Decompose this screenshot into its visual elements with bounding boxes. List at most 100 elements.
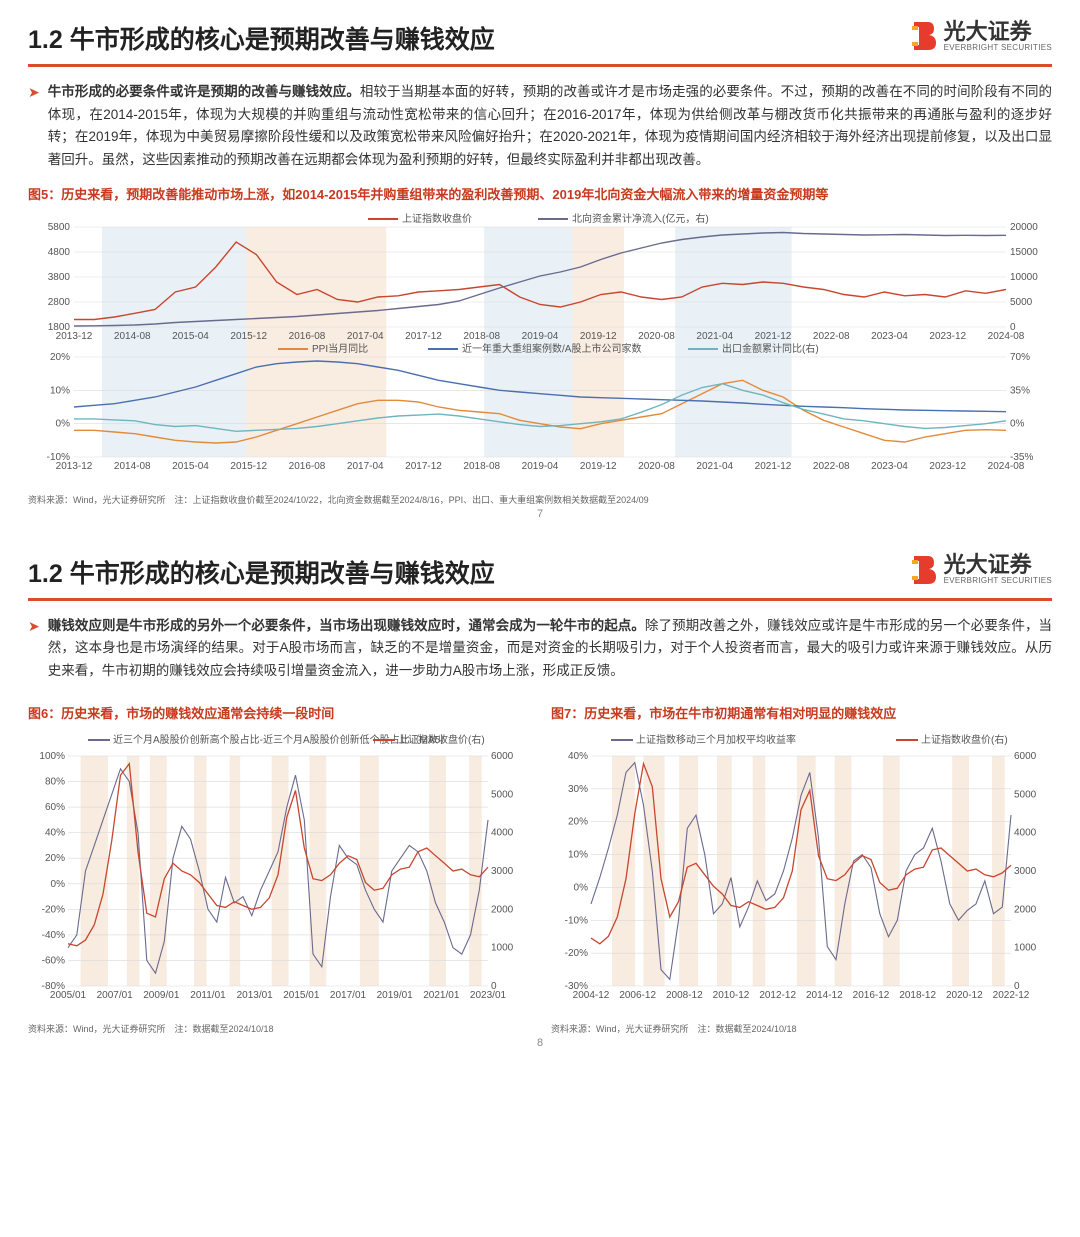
svg-text:2023-12: 2023-12 bbox=[929, 461, 966, 472]
svg-text:35%: 35% bbox=[1010, 385, 1030, 396]
svg-text:1000: 1000 bbox=[1014, 942, 1037, 953]
svg-text:2015-12: 2015-12 bbox=[230, 331, 267, 342]
svg-text:2023/01: 2023/01 bbox=[470, 990, 507, 1001]
bullet-icon: ➤ bbox=[28, 615, 40, 683]
svg-text:40%: 40% bbox=[45, 827, 65, 838]
svg-text:2024-08: 2024-08 bbox=[988, 331, 1025, 342]
svg-text:2023-04: 2023-04 bbox=[871, 461, 908, 472]
svg-text:2800: 2800 bbox=[48, 297, 71, 308]
svg-text:2017-04: 2017-04 bbox=[347, 461, 384, 472]
chart5-svg: 1800280038004800580005000100001500020000… bbox=[28, 209, 1052, 489]
svg-text:2020-08: 2020-08 bbox=[638, 331, 675, 342]
svg-text:3000: 3000 bbox=[1014, 866, 1037, 877]
svg-text:2008-12: 2008-12 bbox=[666, 990, 703, 1001]
svg-text:2022-08: 2022-08 bbox=[813, 331, 850, 342]
slide-8: 1.2 牛市形成的核心是预期改善与赚钱效应 光大证券 EVERBRIGHT SE… bbox=[0, 534, 1080, 1063]
svg-text:2014-08: 2014-08 bbox=[114, 461, 151, 472]
logo-text-en: EVERBRIGHT SECURITIES bbox=[944, 576, 1052, 585]
svg-text:2014-08: 2014-08 bbox=[114, 331, 151, 342]
svg-text:60%: 60% bbox=[45, 802, 65, 813]
svg-text:近一年重大重组案例数/A股上市公司家数: 近一年重大重组案例数/A股上市公司家数 bbox=[462, 342, 641, 355]
body-text: 牛市形成的必要条件或许是预期的改善与赚钱效应。相较于当期基本面的好转，预期的改善… bbox=[48, 81, 1052, 172]
svg-text:2019-04: 2019-04 bbox=[522, 331, 559, 342]
svg-text:2000: 2000 bbox=[1014, 904, 1037, 915]
svg-text:30%: 30% bbox=[568, 784, 588, 795]
svg-text:2021-12: 2021-12 bbox=[755, 331, 792, 342]
svg-text:2006-12: 2006-12 bbox=[619, 990, 656, 1001]
svg-text:5000: 5000 bbox=[1014, 789, 1037, 800]
logo-text-cn: 光大证券 bbox=[944, 554, 1052, 576]
svg-text:2013-12: 2013-12 bbox=[56, 461, 93, 472]
svg-text:2016-08: 2016-08 bbox=[289, 331, 326, 342]
svg-text:2023-12: 2023-12 bbox=[929, 331, 966, 342]
svg-text:上证指数收盘价: 上证指数收盘价 bbox=[402, 212, 472, 225]
svg-text:2021-12: 2021-12 bbox=[755, 461, 792, 472]
svg-text:6000: 6000 bbox=[1014, 751, 1037, 762]
svg-text:2019-12: 2019-12 bbox=[580, 331, 617, 342]
slide-title: 1.2 牛市形成的核心是预期改善与赚钱效应 bbox=[28, 554, 495, 590]
svg-text:2018-08: 2018-08 bbox=[463, 461, 500, 472]
svg-text:2015/01: 2015/01 bbox=[283, 990, 320, 1001]
brand-logo: 光大证券 EVERBRIGHT SECURITIES bbox=[910, 554, 1052, 586]
svg-text:2013-12: 2013-12 bbox=[56, 331, 93, 342]
svg-text:0%: 0% bbox=[574, 882, 589, 893]
svg-text:5800: 5800 bbox=[48, 222, 71, 233]
slide-7: 1.2 牛市形成的核心是预期改善与赚钱效应 光大证券 EVERBRIGHT SE… bbox=[0, 0, 1080, 534]
page-number: 7 bbox=[28, 508, 1052, 520]
svg-text:2014-12: 2014-12 bbox=[806, 990, 843, 1001]
svg-text:2015-04: 2015-04 bbox=[172, 461, 209, 472]
svg-text:上证指数收盘价(右): 上证指数收盘价(右) bbox=[921, 733, 1008, 746]
svg-text:2016-12: 2016-12 bbox=[853, 990, 890, 1001]
svg-text:5000: 5000 bbox=[491, 789, 514, 800]
figure5-source: 资料来源：Wind，光大证券研究所 注：上证指数收盘价截至2024/10/22，… bbox=[28, 493, 1052, 506]
svg-text:2022-12: 2022-12 bbox=[993, 990, 1030, 1001]
figure6-source: 资料来源：Wind，光大证券研究所 注：数据截至2024/10/18 bbox=[28, 1022, 529, 1035]
svg-text:2017-12: 2017-12 bbox=[405, 331, 442, 342]
figure6-block: 图6：历史来看，市场的赚钱效应通常会持续一段时间 -80%-60%-40%-20… bbox=[28, 695, 529, 1035]
svg-text:出口金额累计同比(右): 出口金额累计同比(右) bbox=[722, 342, 819, 355]
logo-icon bbox=[910, 20, 938, 52]
body-paragraph: ➤ 赚钱效应则是牛市形成的另外一个必要条件，当市场出现赚钱效应时，通常会成为一轮… bbox=[28, 615, 1052, 683]
svg-text:PPI当月同比: PPI当月同比 bbox=[312, 342, 368, 355]
figure7-block: 图7：历史来看，市场在牛市初期通常有相对明显的赚钱效应 -30%-20%-10%… bbox=[551, 695, 1052, 1035]
svg-text:1000: 1000 bbox=[491, 942, 514, 953]
svg-text:2023-04: 2023-04 bbox=[871, 331, 908, 342]
svg-text:-60%: -60% bbox=[42, 955, 65, 966]
svg-text:2022-08: 2022-08 bbox=[813, 461, 850, 472]
logo-text-en: EVERBRIGHT SECURITIES bbox=[944, 43, 1052, 52]
svg-text:70%: 70% bbox=[1010, 352, 1030, 363]
svg-text:-40%: -40% bbox=[42, 930, 65, 941]
svg-text:2016-08: 2016-08 bbox=[289, 461, 326, 472]
svg-text:0%: 0% bbox=[56, 418, 71, 429]
logo-text-cn: 光大证券 bbox=[944, 21, 1052, 43]
svg-text:上证指数收盘价(右): 上证指数收盘价(右) bbox=[398, 733, 485, 746]
svg-text:10000: 10000 bbox=[1010, 272, 1038, 283]
svg-text:40%: 40% bbox=[568, 751, 588, 762]
slide-header: 1.2 牛市形成的核心是预期改善与赚钱效应 光大证券 EVERBRIGHT SE… bbox=[28, 554, 1052, 601]
figure7-source: 资料来源：Wind，光大证券研究所 注：数据截至2024/10/18 bbox=[551, 1022, 1052, 1035]
svg-text:北向资金累计净流入(亿元，右): 北向资金累计净流入(亿元，右) bbox=[572, 212, 709, 225]
svg-text:4000: 4000 bbox=[1014, 827, 1037, 838]
svg-text:0%: 0% bbox=[51, 878, 66, 889]
svg-text:-20%: -20% bbox=[565, 948, 588, 959]
chart6-svg: -80%-60%-40%-20%0%20%40%60%80%100%010002… bbox=[28, 728, 528, 1018]
svg-text:3800: 3800 bbox=[48, 272, 71, 283]
brand-logo: 光大证券 EVERBRIGHT SECURITIES bbox=[910, 20, 1052, 52]
svg-text:上证指数移动三个月加权平均收益率: 上证指数移动三个月加权平均收益率 bbox=[636, 733, 796, 746]
svg-text:2017-04: 2017-04 bbox=[347, 331, 384, 342]
svg-text:2018-08: 2018-08 bbox=[463, 331, 500, 342]
svg-text:2013/01: 2013/01 bbox=[237, 990, 274, 1001]
svg-text:2021-04: 2021-04 bbox=[696, 461, 733, 472]
svg-text:20%: 20% bbox=[50, 352, 70, 363]
svg-text:2021/01: 2021/01 bbox=[423, 990, 460, 1001]
svg-text:5000: 5000 bbox=[1010, 297, 1033, 308]
page-number: 8 bbox=[28, 1037, 1052, 1049]
svg-text:2019/01: 2019/01 bbox=[377, 990, 414, 1001]
bullet-icon: ➤ bbox=[28, 81, 40, 172]
svg-text:2009/01: 2009/01 bbox=[143, 990, 180, 1001]
svg-text:10%: 10% bbox=[50, 385, 70, 396]
figure6-title: 图6：历史来看，市场的赚钱效应通常会持续一段时间 bbox=[28, 703, 529, 722]
figure7-title: 图7：历史来看，市场在牛市初期通常有相对明显的赚钱效应 bbox=[551, 703, 1052, 722]
svg-text:2017/01: 2017/01 bbox=[330, 990, 367, 1001]
svg-text:6000: 6000 bbox=[491, 751, 514, 762]
